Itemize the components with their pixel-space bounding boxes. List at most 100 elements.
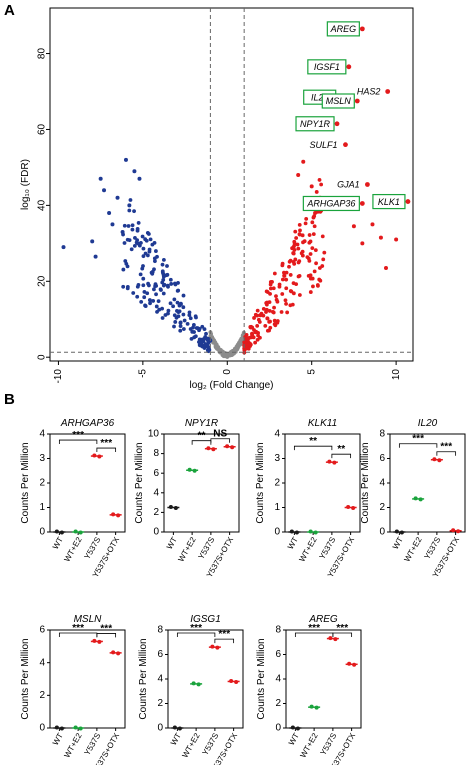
significance-label: *** [72,623,84,634]
up-regulated-point [267,300,272,305]
replicate-point [196,682,201,687]
y-tick-label: 2 [274,478,280,489]
gene-label: HAS2 [357,87,381,97]
y-tick-label: 4 [153,487,159,498]
replicate-point [432,457,437,462]
replicate-point [73,529,78,534]
labeled-gene-point [354,98,360,104]
down-regulated-point [148,301,152,306]
up-regulated-point [291,281,296,286]
y-axis-title: Counts Per Million [360,442,371,523]
down-regulated-point [107,210,112,215]
up-regulated-point [263,324,268,328]
down-regulated-point [120,229,125,234]
replicate-point [192,468,197,473]
x-tick-label: 10 [391,369,402,381]
down-regulated-point [144,238,149,243]
ns-point [238,342,242,347]
up-regulated-point [287,259,292,264]
gene-label: AREG [330,24,357,34]
ns-point [208,333,213,338]
down-regulated-point [160,306,165,311]
down-regulated-point [160,262,165,267]
y-axis-title: Counts Per Million [138,638,149,719]
up-regulated-point [307,258,312,263]
up-regulated-point [293,229,298,234]
down-regulated-point [175,300,180,305]
significance-label: ** [337,444,345,455]
category-label: Y537S [318,536,338,561]
y-tick-label: 4 [39,657,45,668]
down-regulated-point [206,345,211,350]
down-regulated-point [135,226,140,231]
replicate-point [92,638,97,643]
up-regulated-point [296,246,301,251]
up-regulated-point [301,240,305,245]
plot-frame [389,433,466,533]
down-regulated-point [181,293,186,298]
down-regulated-point [141,276,146,281]
up-regulated-point [297,232,302,237]
down-regulated-point [166,284,170,289]
down-regulated-point [154,304,159,309]
ns-point [213,341,218,345]
y-tick-label: 2 [39,478,45,489]
down-regulated-point [154,249,158,253]
down-regulated-point [122,223,127,228]
plot-title: ARHGAP36 [60,418,115,429]
up-regulated-point [311,232,316,237]
replicate-point [111,650,116,655]
plot-title: KLK11 [308,418,337,429]
y-tick-label: 6 [39,625,45,636]
up-regulated-point [296,173,301,178]
down-regulated-point [121,267,126,272]
down-regulated-point [139,241,143,245]
ns-point [215,347,220,351]
up-regulated-point [284,286,289,291]
gene-highlight-box [295,116,335,132]
up-regulated-point [264,301,269,305]
y-tick-label: 6 [379,453,385,464]
down-regulated-point [136,221,141,225]
down-regulated-point [187,313,192,318]
gene-label: MSLN [326,96,352,106]
up-regulated-point [246,336,251,341]
replicate-point [78,726,83,731]
significance-label: *** [412,434,424,445]
down-regulated-point [136,241,140,246]
y-tick-label: 0 [275,723,281,734]
down-regulated-point [146,232,151,236]
up-regulated-point [300,253,305,258]
up-regulated-point [280,292,285,296]
replicate-point [352,662,357,667]
x-tick-label: -5 [138,369,149,378]
up-regulated-point [291,245,296,250]
y-tick-label: 2 [153,507,159,518]
up-regulated-point [360,241,365,246]
plot-title: MSLN [74,614,103,625]
replicate-point [59,530,64,535]
significance-label: *** [440,442,452,453]
ns-point [218,348,223,352]
replicate-point [328,636,333,641]
replicate-point [333,637,338,642]
down-regulated-point [123,259,128,263]
down-regulated-point [181,305,186,310]
up-regulated-point [292,241,297,246]
plot-title: IGSG1 [190,614,221,625]
up-regulated-point [285,310,290,315]
down-regulated-point [131,291,136,295]
gene-highlight-box [307,59,347,75]
down-regulated-point [135,294,140,299]
significance-label: *** [100,438,112,449]
down-regulated-point [141,283,146,288]
y-tick-label: 3 [274,453,280,464]
up-regulated-point [317,178,322,182]
down-regulated-point [132,209,136,214]
down-regulated-point [172,297,177,302]
down-regulated-point [202,336,207,341]
up-regulated-point [271,286,276,291]
y-tick-label: 0 [379,527,385,538]
y-tick-label: 4 [274,429,280,440]
